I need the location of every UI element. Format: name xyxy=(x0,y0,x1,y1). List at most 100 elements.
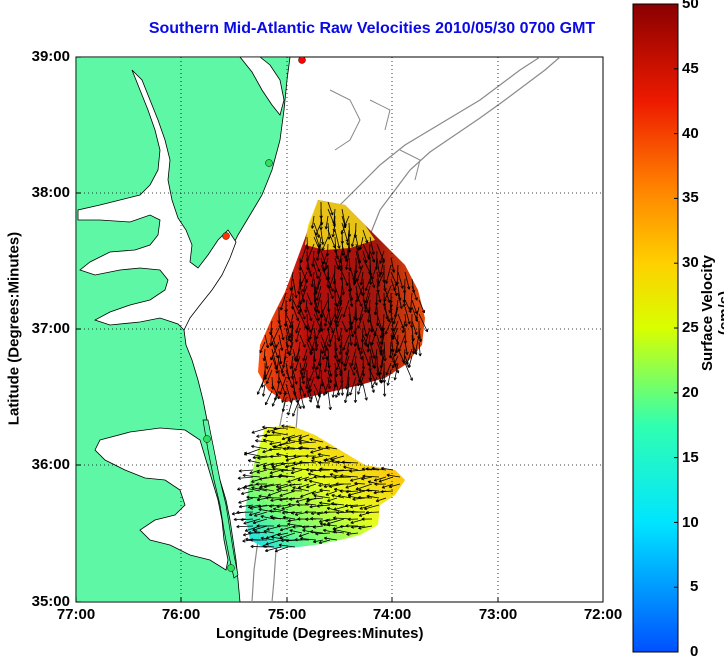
velocity-arrow xyxy=(311,355,316,370)
velocity-arrow xyxy=(334,229,341,249)
velocity-arrow xyxy=(366,334,371,353)
velocity-arrow xyxy=(335,482,352,486)
velocity-arrow xyxy=(240,517,254,522)
velocity-arrow xyxy=(348,292,354,307)
velocity-arrow xyxy=(300,490,317,498)
velocity-arrow xyxy=(281,504,296,510)
velocity-arrow xyxy=(404,271,411,290)
velocity-arrow xyxy=(391,327,399,340)
ytick-label: 36:00 xyxy=(31,456,70,473)
velocity-arrow xyxy=(335,355,343,371)
velocity-arrow xyxy=(328,483,345,489)
velocity-arrow xyxy=(276,504,289,509)
velocity-arrow xyxy=(265,369,273,385)
velocity-arrow xyxy=(354,306,359,322)
velocity-arrow xyxy=(335,383,343,398)
velocity-arrow xyxy=(340,376,345,396)
velocity-arrow xyxy=(316,243,322,261)
velocity-arrow xyxy=(350,510,366,514)
velocity-arrow xyxy=(353,327,357,347)
velocity-arrow xyxy=(290,488,303,493)
velocity-arrow xyxy=(287,522,303,527)
velocity-arrow xyxy=(305,454,317,458)
velocity-arrow xyxy=(338,341,343,355)
velocity-arrow xyxy=(385,264,392,284)
velocity-arrow xyxy=(287,438,303,443)
velocity-arrow xyxy=(376,285,382,303)
velocity-arrow xyxy=(298,434,310,440)
velocity-arrow xyxy=(336,313,343,328)
velocity-arrow xyxy=(298,441,317,445)
xtick-label: 75:00 xyxy=(267,606,307,623)
velocity-arrow xyxy=(263,483,282,489)
velocity-arrow xyxy=(321,334,329,354)
velocity-arrow xyxy=(350,348,357,367)
velocity-arrow xyxy=(379,250,385,264)
velocity-arrow xyxy=(302,362,308,379)
velocity-arrow xyxy=(310,517,324,521)
velocity-arrow xyxy=(288,285,294,302)
xtick-label: 77:00 xyxy=(56,606,96,623)
velocity-arrow xyxy=(334,469,352,473)
velocity-arrow xyxy=(350,504,366,509)
velocity-arrow xyxy=(393,341,399,357)
velocity-arrow xyxy=(315,532,331,536)
velocity-arrow xyxy=(315,285,322,302)
velocity-arrow xyxy=(390,313,395,332)
velocity-arrow xyxy=(278,348,283,365)
velocity-arrow xyxy=(331,494,345,499)
velocity-arrow xyxy=(348,327,353,346)
velocity-arrow xyxy=(310,511,324,516)
velocity-arrow xyxy=(333,528,352,534)
velocity-arrow xyxy=(362,334,369,348)
velocity-arrow xyxy=(339,489,352,493)
velocity-arrow xyxy=(418,299,426,314)
velocity-arrow xyxy=(344,250,350,270)
velocity-arrow xyxy=(305,468,317,472)
velocity-arrow xyxy=(271,390,280,407)
velocity-arrow xyxy=(322,250,329,265)
velocity-arrow xyxy=(275,483,289,489)
velocity-arrow xyxy=(256,524,275,528)
velocity-arrow xyxy=(334,348,340,363)
velocity-arrow xyxy=(373,348,378,369)
velocity-arrow xyxy=(272,507,289,513)
velocity-arrow xyxy=(306,320,312,333)
velocity-arrow xyxy=(271,430,289,436)
velocity-arrow xyxy=(305,236,310,250)
velocity-arrow xyxy=(318,483,331,488)
velocity-arrow xyxy=(319,215,323,231)
velocity-arrow xyxy=(304,510,317,514)
velocity-arrow xyxy=(233,517,247,522)
velocity-arrow xyxy=(364,278,371,292)
velocity-arrow xyxy=(331,222,336,238)
velocity-arrow xyxy=(318,461,331,465)
velocity-arrow xyxy=(418,341,422,357)
velocity-arrow xyxy=(310,215,315,229)
velocity-arrow xyxy=(346,532,359,536)
velocity-arrow xyxy=(361,362,366,377)
colorbar-ticks xyxy=(674,3,678,653)
velocity-arrow xyxy=(341,243,347,259)
velocity-arrow xyxy=(258,486,275,492)
velocity-arrow xyxy=(341,271,349,287)
velocity-arrow xyxy=(386,369,392,386)
velocity-arrow xyxy=(279,525,296,532)
velocity-arrow xyxy=(318,518,331,523)
velocity-arrow xyxy=(352,271,357,286)
velocity-arrow xyxy=(247,459,261,464)
colorbar-tick-label: 25 xyxy=(682,319,699,336)
velocity-arrow xyxy=(383,306,391,323)
velocity-arrow xyxy=(310,271,315,288)
velocity-arrow xyxy=(279,497,296,502)
velocity-arrow xyxy=(311,250,315,267)
velocity-arrow xyxy=(242,486,261,492)
velocity-arrow xyxy=(327,278,334,292)
velocity-arrow xyxy=(236,524,254,529)
colorbar-tick-label: 45 xyxy=(682,60,699,77)
velocity-arrow xyxy=(418,327,423,343)
velocity-arrow xyxy=(292,306,300,322)
velocity-arrow xyxy=(251,486,268,492)
velocity-arrow xyxy=(311,455,324,460)
x-axis-label: Longitude (Degrees:Minutes) xyxy=(216,625,424,642)
